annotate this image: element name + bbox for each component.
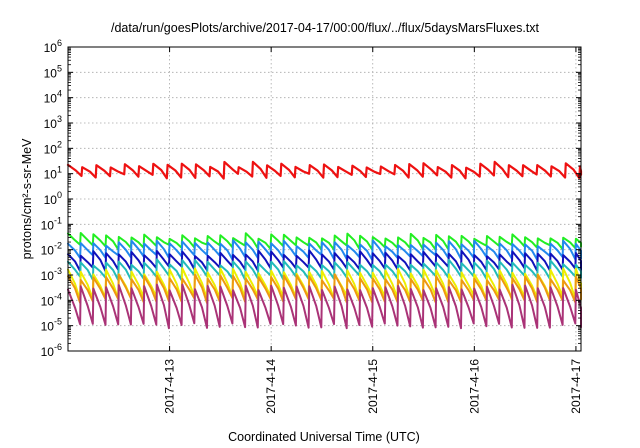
y-tick-label: 100 <box>44 190 62 207</box>
x-axis: 2017-4-13 2017-4-14 2017-4-15 2017-4-16 2017… <box>163 47 583 414</box>
y-tick-label: 101 <box>44 165 62 182</box>
y-tick-label: 103 <box>44 114 62 131</box>
y-tick-label: 106 <box>44 38 62 55</box>
x-axis-label: Coordinated Universal Time (UTC) <box>228 430 420 444</box>
y-tick-label: 105 <box>44 63 62 80</box>
y-tick-label: 10-3 <box>41 266 62 283</box>
x-tick-label: 2017-4-17 <box>569 359 583 414</box>
y-tick-label: 10-6 <box>41 342 62 359</box>
x-tick-label: 2017-4-13 <box>163 359 177 414</box>
x-tick-label: 2017-4-15 <box>366 359 380 414</box>
series-line-7 <box>67 283 582 330</box>
y-tick-label: 10-1 <box>41 215 62 232</box>
x-tick-label: 2017-4-14 <box>264 359 278 414</box>
series-layer <box>66 160 583 330</box>
y-tick-label: 10-5 <box>41 317 62 334</box>
y-axis-label: protons/cm²-s-sr-MeV <box>20 138 34 260</box>
y-tick-label: 10-4 <box>41 291 62 308</box>
y-tick-label: 104 <box>44 89 62 106</box>
x-tick-label: 2017-4-16 <box>467 359 481 414</box>
chart-title: /data/run/goesPlots/archive/2017-04-17/0… <box>111 21 540 35</box>
grid-layer <box>68 47 581 351</box>
y-tick-label: 10-2 <box>41 241 62 258</box>
y-tick-label: 102 <box>44 139 62 156</box>
y-axis: 10-6 10-5 10-4 10-3 10-2 10-1 100 101 102 103 104 1… <box>41 38 581 359</box>
series-line-0 <box>66 160 583 180</box>
